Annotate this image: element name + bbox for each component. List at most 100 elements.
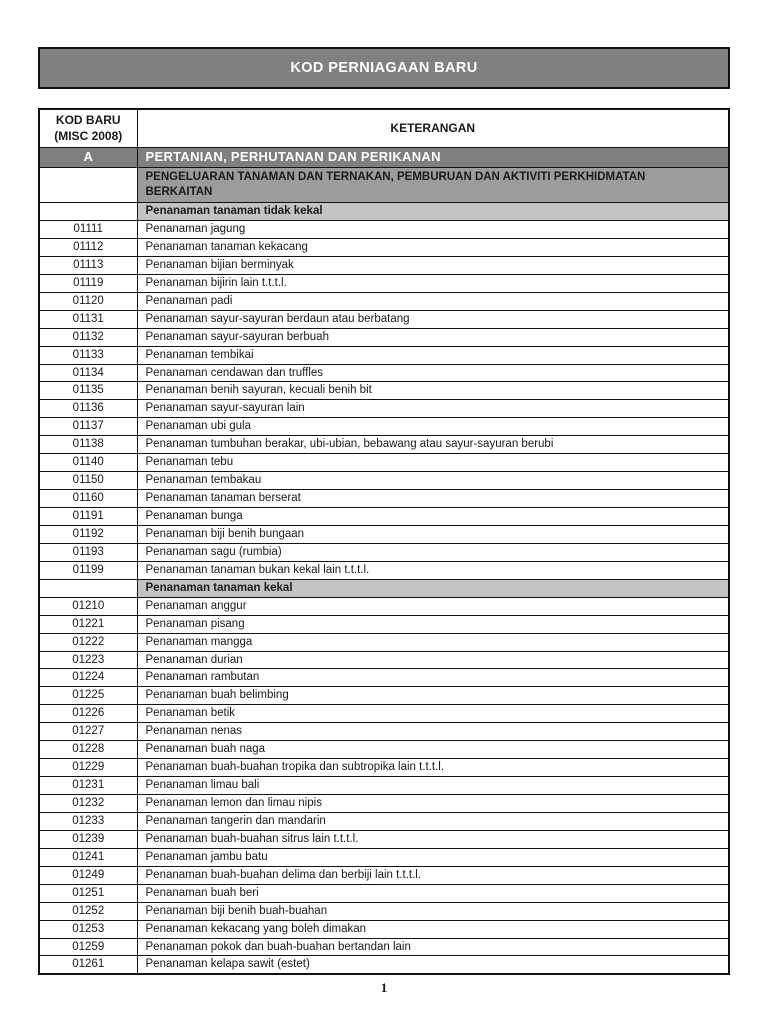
description-cell: Penanaman buah-buahan sitrus lain t.t.t.… bbox=[136, 829, 730, 849]
table-row: 01222 Penanaman mangga bbox=[38, 632, 730, 652]
table-row: 01132 Penanaman sayur-sayuran berbuah bbox=[38, 327, 730, 347]
description-cell: Penanaman jagung bbox=[136, 220, 730, 239]
code-cell: 01227 bbox=[38, 722, 138, 742]
table-row: 01232 Penanaman lemon dan limau nipis bbox=[38, 794, 730, 813]
description-cell: Penanaman buah-buahan delima dan berbiji… bbox=[136, 865, 730, 885]
description-cell: PENGELUARAN TANAMAN DAN TERNAKAN, PEMBUR… bbox=[136, 167, 730, 204]
code-cell: 01193 bbox=[38, 542, 138, 562]
code-cell: 01160 bbox=[38, 489, 138, 508]
code-cell: 01112 bbox=[38, 237, 138, 257]
code-cell: 01150 bbox=[38, 471, 138, 491]
table-row: 01226 Penanaman betik bbox=[38, 704, 730, 724]
table-row: 01210 Penanaman anggur bbox=[38, 596, 730, 616]
code-cell: 01241 bbox=[38, 847, 138, 867]
description-cell: Penanaman sayur-sayuran berdaun atau ber… bbox=[136, 309, 730, 329]
code-cell: 01259 bbox=[38, 937, 138, 957]
table-row: 01228 Penanaman buah naga bbox=[38, 740, 730, 760]
page-number: 1 bbox=[380, 980, 388, 995]
business-codes-table: KOD BARU (MISC 2008) KETERANGAN A PERTANI… bbox=[38, 108, 730, 976]
table-row: 01133 Penanaman tembikai bbox=[38, 345, 730, 365]
description-cell: Penanaman limau bali bbox=[136, 776, 730, 795]
code-cell: 01138 bbox=[38, 435, 138, 455]
code-cell: 01223 bbox=[38, 650, 138, 670]
table-row: 01150 Penanaman tembakau bbox=[38, 471, 730, 491]
description-cell: Penanaman tanaman kekal bbox=[136, 578, 730, 598]
code-cell: 01132 bbox=[38, 327, 138, 347]
description-cell: Penanaman bunga bbox=[136, 507, 730, 526]
code-cell: 01140 bbox=[38, 453, 138, 473]
table-row: 01241 Penanaman jambu batu bbox=[38, 847, 730, 867]
description-cell: Penanaman tangerin dan mandarin bbox=[136, 811, 730, 831]
table-row: 01259 Penanaman pokok dan buah-buahan ber… bbox=[38, 937, 730, 957]
code-cell: 01225 bbox=[38, 686, 138, 706]
code-cell: 01222 bbox=[38, 632, 138, 652]
table-row: 01135 Penanaman benih sayuran, kecuali be… bbox=[38, 381, 730, 401]
column-header-kod-baru-line2: (MISC 2008) bbox=[54, 128, 123, 143]
table-row: 01111 Penanaman jagung bbox=[38, 220, 730, 239]
code-cell: 01137 bbox=[38, 417, 138, 437]
description-cell: Penanaman bijian berminyak bbox=[136, 255, 730, 275]
description-cell: Penanaman durian bbox=[136, 650, 730, 670]
description-cell: Penanaman tembikai bbox=[136, 345, 730, 365]
description-cell: Penanaman padi bbox=[136, 291, 730, 311]
code-cell: 01249 bbox=[38, 865, 138, 885]
table-row: 01253 Penanaman kekacang yang boleh dimak… bbox=[38, 919, 730, 939]
description-cell: Penanaman buah-buahan tropika dan subtro… bbox=[136, 758, 730, 778]
table-row: 01239 Penanaman buah-buahan sitrus lain t… bbox=[38, 829, 730, 849]
table-row: 01131 Penanaman sayur-sayuran berdaun ata… bbox=[38, 309, 730, 329]
code-cell: 01113 bbox=[38, 255, 138, 275]
column-header-keterangan: KETERANGAN bbox=[136, 108, 730, 149]
table-row: 01223 Penanaman durian bbox=[38, 650, 730, 670]
table-row: Penanaman tanaman kekal bbox=[38, 578, 730, 598]
column-header-kod-baru: KOD BARU (MISC 2008) bbox=[38, 108, 138, 149]
description-cell: Penanaman betik bbox=[136, 704, 730, 724]
code-cell: 01210 bbox=[38, 596, 138, 616]
code-cell: 01131 bbox=[38, 309, 138, 329]
description-cell: Penanaman tanaman tidak kekal bbox=[136, 202, 730, 221]
code-cell: 01229 bbox=[38, 758, 138, 778]
code-cell: 01134 bbox=[38, 363, 138, 383]
description-cell: Penanaman bijirin lain t.t.t.l. bbox=[136, 273, 730, 293]
table-row: PENGELUARAN TANAMAN DAN TERNAKAN, PEMBUR… bbox=[38, 167, 730, 204]
document-title: KOD PERNIAGAAN BARU bbox=[290, 60, 478, 76]
code-cell: A bbox=[38, 147, 138, 169]
code-cell bbox=[38, 578, 138, 598]
description-cell: Penanaman buah naga bbox=[136, 740, 730, 760]
code-cell: 01199 bbox=[38, 560, 138, 580]
code-cell: 01239 bbox=[38, 829, 138, 849]
table-row: 01160 Penanaman tanaman berserat bbox=[38, 489, 730, 508]
code-cell: 01233 bbox=[38, 811, 138, 831]
description-cell: Penanaman kekacang yang boleh dimakan bbox=[136, 919, 730, 939]
table-row: 01192 Penanaman biji benih bungaan bbox=[38, 524, 730, 544]
table-row: 01249 Penanaman buah-buahan delima dan be… bbox=[38, 865, 730, 885]
code-cell: 01253 bbox=[38, 919, 138, 939]
description-cell: Penanaman rambutan bbox=[136, 668, 730, 688]
table-row: Penanaman tanaman tidak kekal bbox=[38, 202, 730, 221]
table-row: 01233 Penanaman tangerin dan mandarin bbox=[38, 811, 730, 831]
table-row: 01229 Penanaman buah-buahan tropika dan s… bbox=[38, 758, 730, 778]
description-cell: PERTANIAN, PERHUTANAN DAN PERIKANAN bbox=[136, 147, 730, 169]
description-cell: Penanaman ubi gula bbox=[136, 417, 730, 437]
document-title-banner: KOD PERNIAGAAN BARU bbox=[38, 47, 730, 89]
table-row: 01231 Penanaman limau bali bbox=[38, 776, 730, 795]
code-cell: 01224 bbox=[38, 668, 138, 688]
table-row: 01251 Penanaman buah beri bbox=[38, 883, 730, 903]
table-row: 01120 Penanaman padi bbox=[38, 291, 730, 311]
code-cell: 01231 bbox=[38, 776, 138, 795]
table-row: 01261 Penanaman kelapa sawit (estet) bbox=[38, 955, 730, 975]
description-cell: Penanaman mangga bbox=[136, 632, 730, 652]
description-cell: Penanaman jambu batu bbox=[136, 847, 730, 867]
description-cell: Penanaman pokok dan buah-buahan bertanda… bbox=[136, 937, 730, 957]
description-cell: Penanaman tanaman bukan kekal lain t.t.t… bbox=[136, 560, 730, 580]
description-cell: Penanaman tanaman kekacang bbox=[136, 237, 730, 257]
table-row: 01119 Penanaman bijirin lain t.t.t.l. bbox=[38, 273, 730, 293]
code-cell: 01192 bbox=[38, 524, 138, 544]
description-cell: Penanaman nenas bbox=[136, 722, 730, 742]
table-row: 01138 Penanaman tumbuhan berakar, ubi-ubi… bbox=[38, 435, 730, 455]
table-row: 01199 Penanaman tanaman bukan kekal lain … bbox=[38, 560, 730, 580]
code-cell: 01232 bbox=[38, 794, 138, 813]
code-cell: 01136 bbox=[38, 399, 138, 419]
code-cell bbox=[38, 167, 138, 204]
code-cell: 01133 bbox=[38, 345, 138, 365]
description-cell: Penanaman buah beri bbox=[136, 883, 730, 903]
